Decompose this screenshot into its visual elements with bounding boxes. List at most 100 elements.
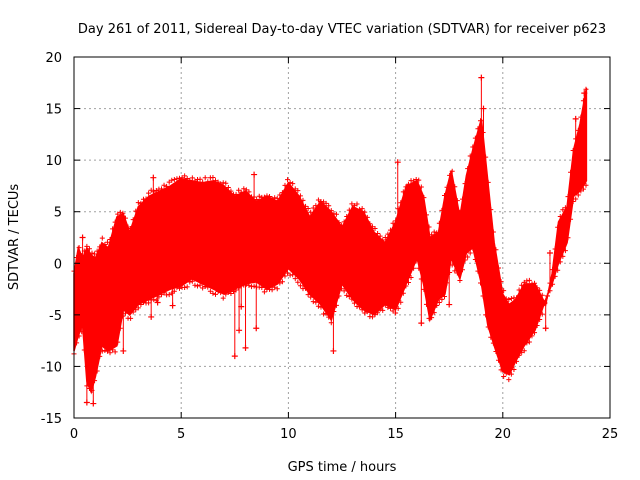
data-point — [359, 206, 365, 212]
data-point — [385, 231, 391, 237]
data-point — [308, 209, 314, 215]
data-point — [112, 349, 118, 355]
data-point — [467, 250, 473, 256]
data-point — [506, 377, 512, 383]
data-point — [452, 268, 458, 274]
data-point — [261, 289, 267, 295]
data-point — [550, 281, 556, 287]
data-point — [426, 315, 432, 321]
data-point — [403, 283, 409, 289]
data-point — [457, 209, 463, 215]
data-point — [475, 268, 481, 274]
data-point — [290, 181, 296, 187]
data-point — [542, 325, 549, 332]
data-point — [308, 294, 314, 300]
data-point — [387, 305, 393, 311]
data-point — [519, 349, 525, 355]
y-tick-labels: -15 -10 -5 0 5 10 15 20 — [41, 51, 62, 427]
data-point — [457, 278, 463, 284]
data-point — [279, 190, 285, 196]
data-point — [323, 200, 329, 206]
data-point — [164, 183, 170, 189]
y-tick-label: 5 — [54, 206, 62, 221]
y-tick-label: 15 — [45, 103, 62, 118]
data-point — [421, 195, 427, 201]
data-point — [110, 226, 116, 232]
x-tick-label: 15 — [387, 427, 404, 442]
data-point — [233, 191, 239, 197]
data-point — [336, 293, 342, 299]
data-point — [552, 246, 558, 252]
data-point — [570, 147, 576, 153]
data-point — [104, 239, 110, 245]
data-point — [292, 276, 298, 282]
axis-ticks — [73, 56, 611, 419]
data-point — [242, 344, 249, 351]
data-point — [382, 234, 388, 240]
data-point — [418, 320, 425, 327]
data-point — [102, 241, 108, 247]
data-point — [493, 348, 499, 354]
data-point — [423, 212, 429, 218]
data-point — [272, 284, 278, 290]
data-point — [426, 224, 432, 230]
data-point — [408, 275, 414, 281]
x-tick-label: 10 — [280, 427, 297, 442]
data-point — [434, 230, 440, 236]
data-point — [351, 300, 357, 306]
data-point — [562, 205, 568, 211]
data-point — [117, 209, 123, 215]
data-point — [480, 105, 487, 112]
data-point — [330, 347, 337, 354]
data-point — [292, 186, 298, 192]
data-point — [578, 188, 584, 194]
data-point — [210, 290, 216, 296]
data-point — [277, 280, 283, 286]
data-point — [416, 177, 422, 183]
data-point — [398, 299, 404, 305]
data-point — [562, 248, 568, 254]
data-point — [138, 301, 144, 307]
data-point — [344, 292, 350, 298]
data-point — [269, 196, 275, 202]
data-point — [557, 259, 563, 265]
data-point — [413, 177, 419, 183]
data-point — [380, 237, 386, 243]
chart-title: Day 261 of 2011, Sidereal Day-to-day VTE… — [78, 22, 606, 37]
data-point — [344, 214, 350, 220]
data-point — [321, 311, 327, 317]
data-point — [76, 245, 82, 251]
data-point — [197, 282, 203, 288]
data-point — [568, 169, 574, 175]
data-point — [336, 220, 342, 226]
data-point — [122, 215, 128, 221]
data-point — [120, 210, 126, 216]
data-point — [398, 200, 404, 206]
data-point — [555, 224, 561, 230]
data-point — [218, 290, 224, 296]
data-point — [148, 313, 155, 320]
data-point — [524, 340, 530, 346]
data-point — [290, 272, 296, 278]
data-series — [71, 74, 589, 407]
data-point — [251, 171, 258, 178]
data-point — [200, 179, 206, 185]
data-point — [272, 195, 278, 201]
data-point — [560, 253, 566, 259]
data-point — [86, 385, 92, 391]
data-point — [161, 290, 167, 296]
data-point — [583, 182, 589, 188]
data-point — [107, 350, 113, 356]
data-point — [328, 208, 334, 214]
data-point — [364, 214, 370, 220]
data-point — [575, 192, 581, 198]
data-point — [436, 300, 442, 306]
data-point — [236, 327, 243, 334]
data-point — [465, 254, 471, 260]
data-point — [441, 193, 447, 199]
data-point — [372, 312, 378, 318]
data-point — [529, 333, 535, 339]
data-point — [447, 172, 453, 178]
data-point — [519, 282, 525, 288]
data-point — [84, 243, 90, 249]
